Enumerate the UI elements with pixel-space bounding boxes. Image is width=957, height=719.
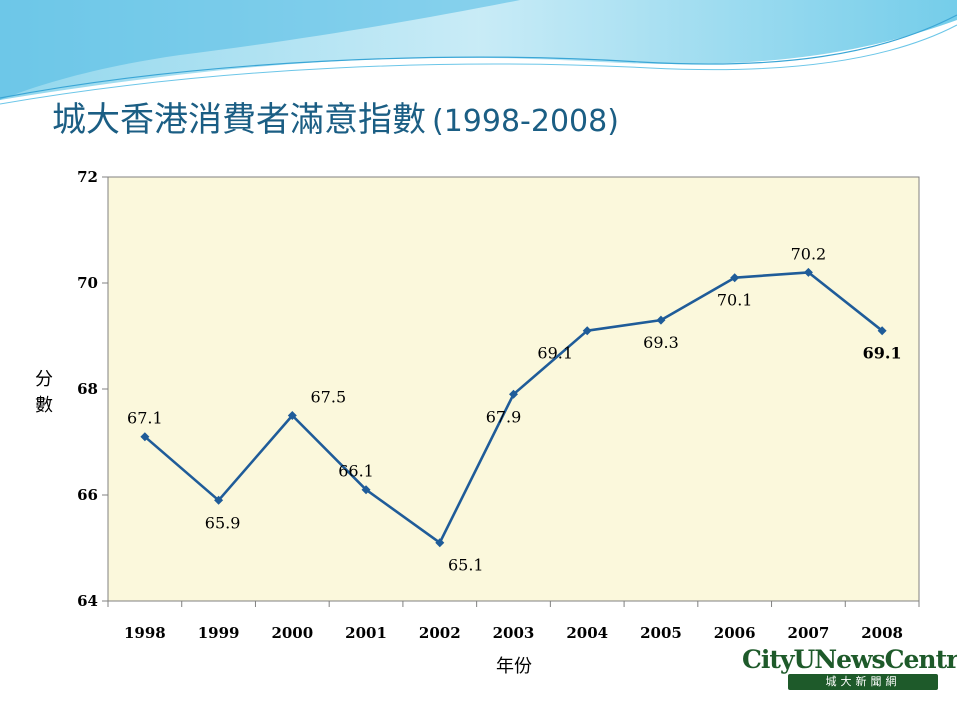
data-point-marker — [582, 326, 592, 336]
cityu-news-centre-logo: CityUNewsCentre 城大新聞網 — [742, 645, 957, 694]
x-tick-label: 2003 — [493, 624, 535, 642]
data-label: 69.1 — [863, 344, 902, 363]
y-axis-title-line1: 分 — [35, 369, 53, 390]
y-tick-label: 70 — [77, 274, 98, 292]
logo-wordmark: CityUNewsCentre — [742, 645, 957, 674]
data-point-marker — [877, 326, 887, 336]
data-label: 66.1 — [338, 462, 374, 481]
y-axis-title-line2: 數 — [35, 395, 53, 416]
y-tick-label: 68 — [77, 380, 98, 398]
data-label: 67.1 — [127, 409, 163, 428]
x-tick-label: 2007 — [788, 624, 830, 642]
header-wave-decoration — [0, 0, 957, 105]
y-tick-label: 72 — [77, 168, 98, 186]
data-point-marker — [214, 495, 224, 505]
y-axis: 64 66 68 70 72 — [77, 168, 108, 610]
title-text: 城大香港消費者滿意指數 — [52, 100, 426, 140]
data-point-marker — [803, 267, 813, 277]
x-tick-label: 2001 — [345, 624, 387, 642]
x-tick-label: 1999 — [198, 624, 240, 642]
data-label: 65.1 — [448, 556, 484, 575]
x-tick-label: 2004 — [566, 624, 608, 642]
plot-area — [107, 176, 920, 602]
data-point-marker — [509, 389, 518, 399]
data-label: 69.3 — [643, 333, 679, 352]
data-label: 67.5 — [311, 388, 347, 407]
y-tick-label: 66 — [77, 486, 98, 504]
x-axis: 1998 1999 2000 2001 2002 2003 2004 2005 2006 2007… — [107, 601, 920, 642]
x-tick-label: 1998 — [124, 624, 166, 642]
data-label: 70.2 — [791, 244, 827, 263]
data-label: 69.1 — [537, 344, 573, 363]
x-tick-label: 2002 — [419, 624, 461, 642]
data-point-marker — [730, 273, 740, 283]
x-tick-label: 2005 — [640, 624, 682, 642]
data-point-marker — [656, 315, 666, 325]
series-line — [140, 267, 887, 548]
data-point-marker — [435, 538, 445, 548]
data-labels: 67.1 65.9 67.5 66.1 65.1 67.9 69.1 69.3 70.1 70.2… — [127, 244, 902, 574]
x-tick-label: 2000 — [271, 624, 313, 642]
x-axis-title: 年份 — [496, 656, 532, 677]
data-label: 70.1 — [717, 291, 753, 310]
data-point-marker — [140, 432, 150, 442]
x-tick-label: 2008 — [861, 624, 903, 642]
title-year-range: (1998-2008) — [432, 104, 619, 139]
data-label: 67.9 — [486, 407, 522, 426]
page-title: 城大香港消費者滿意指數 (1998-2008) — [52, 92, 619, 141]
logo-subtitle: 城大新聞網 — [788, 674, 938, 690]
x-tick-label: 2006 — [714, 624, 756, 642]
y-tick-label: 64 — [77, 592, 98, 610]
data-point-marker — [287, 411, 297, 420]
data-point-marker — [361, 485, 371, 495]
data-label: 65.9 — [205, 513, 241, 532]
